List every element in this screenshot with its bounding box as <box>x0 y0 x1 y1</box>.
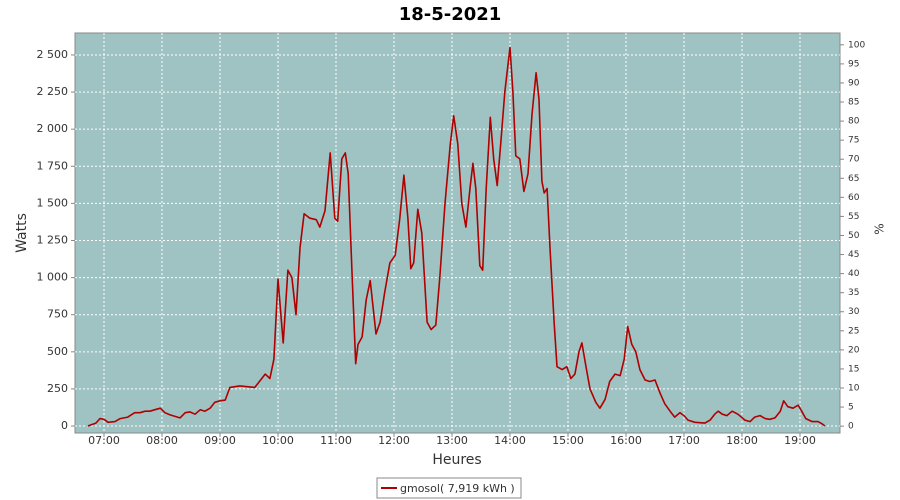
chart-title: 18-5-2021 <box>399 4 502 25</box>
y2-tick-label: 30 <box>848 307 860 317</box>
y-tick-label: 1 750 <box>37 159 69 172</box>
x-tick-label: 16:00 <box>610 434 642 447</box>
y2-tick-label: 35 <box>848 288 859 298</box>
y2-tick-label: 60 <box>848 193 860 203</box>
legend-box <box>376 477 522 499</box>
x-tick-label: 11:00 <box>320 434 352 447</box>
y2-tick-label: 10 <box>848 384 860 394</box>
y2-tick-label: 50 <box>848 231 860 241</box>
y-axis-title: Watts <box>14 213 30 253</box>
y-tick-label: 2 000 <box>37 122 69 135</box>
y2-tick-label: 20 <box>848 345 860 355</box>
x-tick-label: 08:00 <box>146 434 178 447</box>
plot-area <box>74 32 841 434</box>
x-tick-label: 14:00 <box>494 434 526 447</box>
y2-tick-label: 85 <box>848 98 859 108</box>
x-tick-label: 13:00 <box>436 434 468 447</box>
y-tick-label: 2 250 <box>37 85 69 98</box>
y2-tick-label: 40 <box>848 269 860 279</box>
y-tick-label: 0 <box>61 419 68 432</box>
y-tick-label: 1 000 <box>37 271 69 284</box>
x-tick-label: 19:00 <box>784 434 816 447</box>
data-line <box>87 46 826 427</box>
y-tick-label: 500 <box>47 345 68 358</box>
y2-tick-label: 75 <box>848 136 859 146</box>
y2-tick-label: 70 <box>848 155 860 165</box>
y2-axis-title: % <box>873 223 887 234</box>
y2-tick-label: 90 <box>848 78 860 88</box>
x-tick-label: 18:00 <box>726 434 758 447</box>
x-tick-label: 07:00 <box>88 434 120 447</box>
x-tick-label: 17:00 <box>668 434 700 447</box>
y2-tick-label: 65 <box>848 174 859 184</box>
y-tick-label: 250 <box>47 382 68 395</box>
y2-tick-label: 45 <box>848 250 859 260</box>
y2-tick-label: 25 <box>848 326 859 336</box>
y2-tick-label: 100 <box>848 40 865 50</box>
x-tick-label: 09:00 <box>204 434 236 447</box>
x-axis-title: Heures <box>432 452 481 468</box>
y-tick-label: 750 <box>47 308 68 321</box>
y2-tick-label: 15 <box>848 364 859 374</box>
y2-tick-label: 5 <box>848 403 854 413</box>
x-tick-label: 12:00 <box>378 434 410 447</box>
y2-tick-label: 0 <box>848 422 854 432</box>
y-tick-label: 1 500 <box>37 196 69 209</box>
y-tick-label: 2 500 <box>37 48 69 61</box>
x-tick-label: 15:00 <box>552 434 584 447</box>
y2-tick-label: 95 <box>848 59 859 69</box>
legend-label: gmosol( 7,919 kWh ) <box>400 482 515 495</box>
y-tick-label: 1 250 <box>37 233 69 246</box>
y2-tick-label: 80 <box>848 117 860 127</box>
y2-tick-label: 55 <box>848 212 859 222</box>
x-tick-label: 10:00 <box>262 434 294 447</box>
